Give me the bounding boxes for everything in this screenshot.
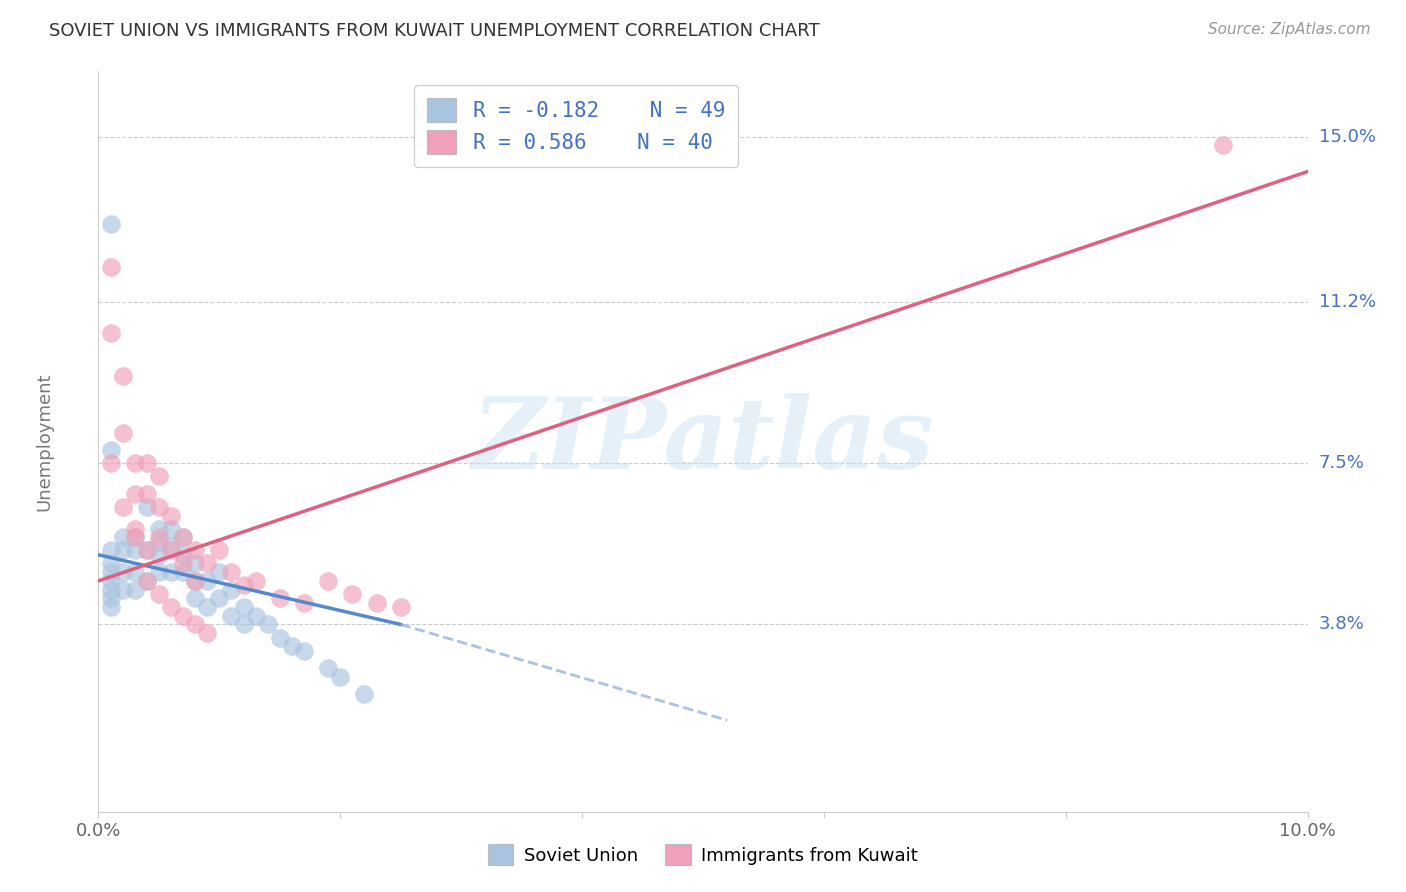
Point (172, 557, 194, 571)
Legend: R = -0.182    N = 49, R = 0.586    N = 40: R = -0.182 N = 49, R = 0.586 N = 40 (415, 86, 738, 167)
Point (100, 260, 122, 275)
Point (135, 543, 157, 558)
Point (148, 548, 170, 562)
Point (342, 587, 364, 601)
Point (195, 574, 218, 588)
Point (160, 508, 183, 523)
Point (172, 608, 194, 623)
Point (135, 574, 157, 588)
Point (100, 582, 122, 597)
Point (135, 500, 157, 514)
Point (221, 608, 243, 623)
Point (124, 530, 146, 544)
Point (148, 565, 170, 579)
Point (172, 548, 194, 562)
Point (245, 608, 267, 623)
Point (195, 600, 218, 615)
Point (329, 670, 352, 684)
Point (148, 534, 170, 549)
Point (292, 643, 315, 657)
Point (111, 543, 134, 558)
Point (124, 522, 146, 536)
Point (232, 600, 254, 615)
Point (124, 456, 146, 470)
Point (148, 522, 170, 536)
Point (100, 591, 122, 606)
Point (389, 600, 412, 615)
Text: Source: ZipAtlas.com: Source: ZipAtlas.com (1208, 22, 1371, 37)
Point (148, 469, 170, 483)
Point (269, 591, 291, 606)
Point (111, 425, 134, 440)
Point (184, 574, 207, 588)
Point (316, 661, 339, 675)
Point (135, 487, 157, 501)
Point (208, 565, 231, 579)
Point (366, 596, 388, 610)
Point (269, 631, 291, 645)
Point (184, 557, 207, 571)
Text: ZIPatlas: ZIPatlas (472, 393, 934, 490)
Point (100, 574, 122, 588)
Point (111, 565, 134, 579)
Point (124, 582, 146, 597)
Point (281, 639, 304, 653)
Point (160, 543, 183, 558)
Text: 11.2%: 11.2% (1319, 293, 1376, 311)
Point (208, 543, 231, 558)
Point (160, 539, 183, 553)
Point (124, 530, 146, 544)
Point (232, 617, 254, 632)
Point (208, 591, 231, 606)
Point (232, 578, 254, 592)
Point (221, 582, 243, 597)
Point (100, 557, 122, 571)
Text: 3.8%: 3.8% (1319, 615, 1364, 633)
Legend: Soviet Union, Immigrants from Kuwait: Soviet Union, Immigrants from Kuwait (481, 837, 925, 872)
Point (160, 522, 183, 536)
Point (245, 574, 267, 588)
Point (124, 565, 146, 579)
Point (1212, 138, 1234, 153)
Text: 7.5%: 7.5% (1319, 454, 1365, 473)
Point (100, 443, 122, 458)
Point (292, 596, 315, 610)
Point (111, 530, 134, 544)
Point (124, 543, 146, 558)
Point (100, 217, 122, 231)
Point (184, 574, 207, 588)
Point (100, 543, 122, 558)
Text: SOVIET UNION VS IMMIGRANTS FROM KUWAIT UNEMPLOYMENT CORRELATION CHART: SOVIET UNION VS IMMIGRANTS FROM KUWAIT U… (49, 22, 820, 40)
Point (195, 557, 218, 571)
Point (111, 582, 134, 597)
Point (172, 565, 194, 579)
Point (172, 530, 194, 544)
Point (100, 600, 122, 615)
Point (100, 326, 122, 340)
Point (184, 591, 207, 606)
Point (135, 574, 157, 588)
Point (148, 587, 170, 601)
Point (353, 687, 375, 701)
Point (111, 500, 134, 514)
Point (221, 565, 243, 579)
Point (172, 530, 194, 544)
Point (195, 626, 218, 640)
Point (160, 600, 183, 615)
Point (135, 456, 157, 470)
Point (100, 456, 122, 470)
Point (184, 617, 207, 632)
Point (160, 565, 183, 579)
Point (148, 530, 170, 544)
Point (184, 543, 207, 558)
Point (100, 565, 122, 579)
Text: 15.0%: 15.0% (1319, 128, 1375, 145)
Point (316, 574, 339, 588)
Point (135, 543, 157, 558)
Point (111, 369, 134, 384)
Text: Unemployment: Unemployment (35, 372, 53, 511)
Point (148, 500, 170, 514)
Point (256, 617, 278, 632)
Point (124, 487, 146, 501)
